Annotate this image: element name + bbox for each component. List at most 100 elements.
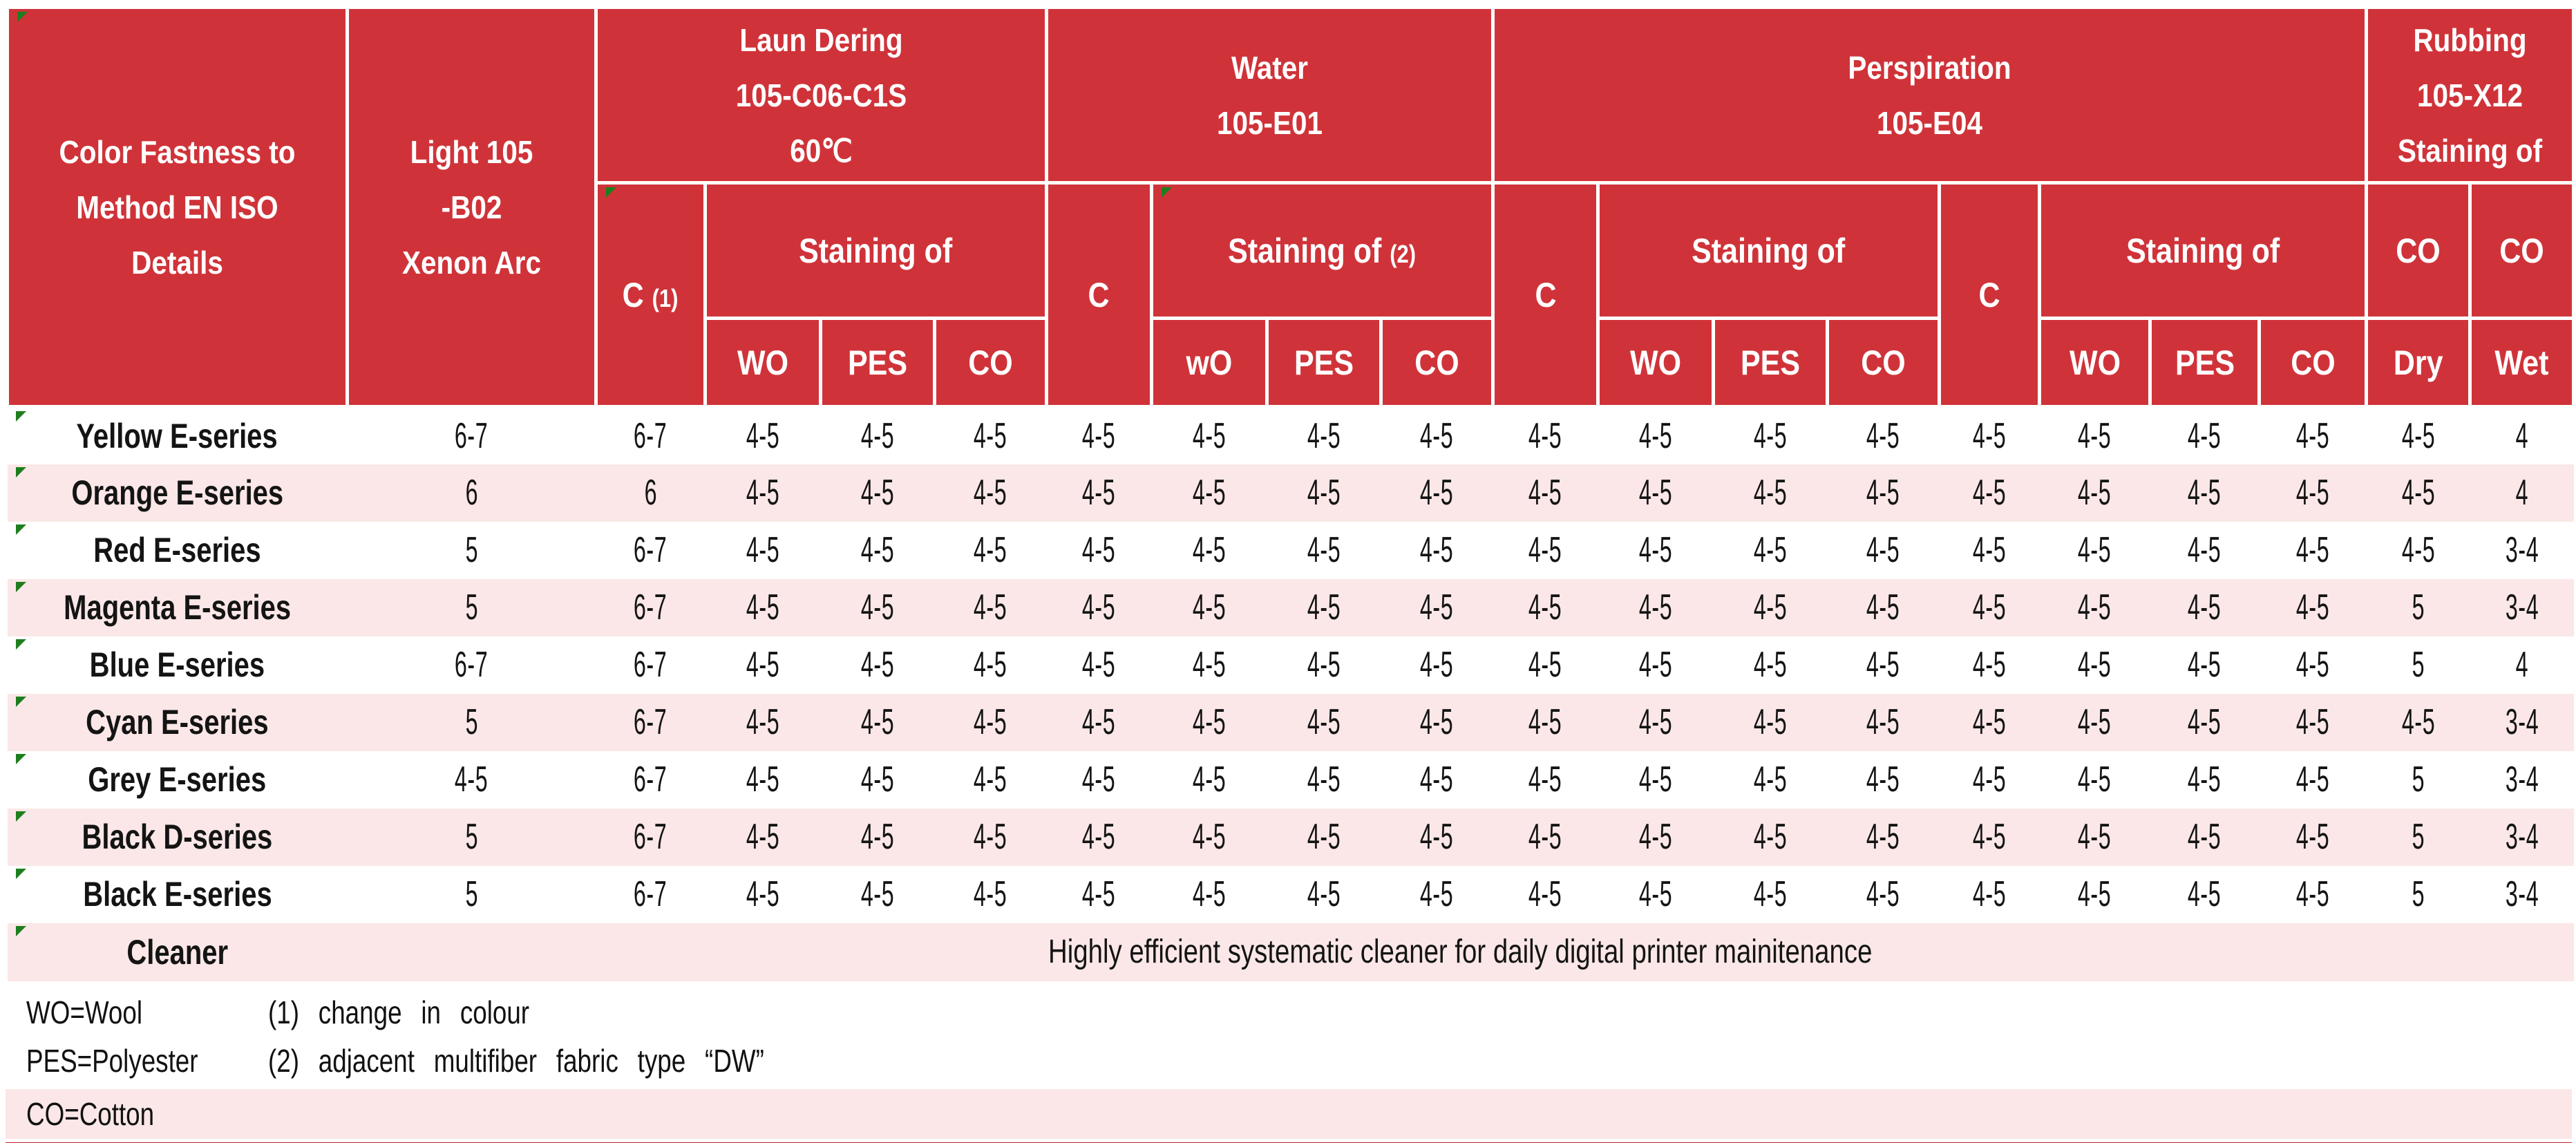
cell-value: 4-5	[2401, 473, 2435, 513]
table-row: Yellow E-series 6-7 6-7 4-5 4-5 4-5 4-5 4-5 4-5 4…	[7, 406, 2574, 464]
cell-value: 4-5	[1528, 587, 1562, 627]
row-label: Grey E-series	[8, 751, 348, 809]
cell-value: 4-5	[1972, 759, 2007, 800]
cell-value: 4-5	[2188, 645, 2222, 685]
cell-value: 4-5	[1307, 702, 1341, 742]
cell-value: 4-5	[1528, 759, 1562, 800]
cell-value: 4-5	[1192, 874, 1227, 914]
cell-value: 4-5	[1192, 702, 1227, 742]
cell-value: 4-5	[746, 645, 780, 685]
row-label: Yellow E-series	[8, 407, 348, 464]
cell-value: 4-5	[2295, 817, 2330, 857]
cell-value: 4-5	[2188, 817, 2222, 857]
cell-value: 4-5	[2078, 416, 2112, 457]
subheader-rubbing-dry: Dry	[2365, 317, 2472, 408]
subheader-perspiration1-wo: WO	[1596, 317, 1716, 408]
cell-value: 4	[2515, 645, 2528, 685]
cell-value: 4-5	[1528, 817, 1562, 857]
table-row: Black D-series 5 6-7 4-5 4-5 4-5 4-5 4-5 4-5 4-5 4…	[7, 808, 2574, 866]
header-perspiration2-c: C	[1938, 181, 2042, 408]
cell-value: 4-5	[1972, 530, 2007, 570]
cell-value: 4-5	[1420, 702, 1454, 742]
cell-value: 4-5	[1420, 473, 1454, 513]
cell-value: 5	[2412, 587, 2425, 627]
cell-value: 4-5	[1528, 473, 1562, 513]
subheader-rubbing-wet: Wet	[2468, 317, 2576, 408]
cell-value: 4-5	[1972, 817, 2007, 857]
table-row: Orange E-series 6 6 4-5 4-5 4-5 4-5 4-5 4-5 4-5 4-…	[7, 464, 2574, 522]
cell-value: 6-7	[634, 702, 667, 742]
header-perspiration1-staining: Staining of	[1596, 181, 1942, 320]
cell-value: 4-5	[974, 702, 1007, 742]
cell-value: 4-5	[2078, 702, 2112, 742]
cell-value: 4-5	[1972, 645, 2007, 685]
cell-value: 4-5	[1638, 702, 1673, 742]
cell-value: 4-5	[1082, 530, 1116, 570]
abbr-polyester: PES=Polyester	[26, 1042, 198, 1079]
cell-value: 4-5	[1307, 759, 1341, 800]
table-row: Grey E-series 4-5 6-7 4-5 4-5 4-5 4-5 4-5 4-5 4-5…	[7, 750, 2574, 809]
cell-value: 4-5	[746, 874, 780, 914]
cell-value: 4-5	[1082, 817, 1116, 857]
cell-value: 5	[465, 817, 478, 857]
cell-value: 4-5	[1866, 874, 1900, 914]
cell-value: 4-5	[1420, 416, 1454, 457]
cell-value: 4-5	[1753, 530, 1788, 570]
cell-value: 4-5	[2188, 702, 2222, 742]
header-water-staining: Staining of (2)	[1150, 181, 1495, 320]
header-row-sub: WO PES CO wO PES CO WO PES CO WO PES CO …	[8, 317, 2576, 408]
cell-value: 4-5	[974, 416, 1007, 457]
abbr-wool: WO=Wool	[26, 994, 143, 1030]
cell-value: 4-5	[2295, 473, 2330, 513]
cell-value: 4-5	[1420, 817, 1454, 857]
cell-value: 4-5	[974, 817, 1007, 857]
cell-value: 4-5	[2078, 874, 2112, 914]
subheader-laundering-wo: WO	[703, 317, 822, 408]
header-laundering-c: C (1)	[594, 181, 707, 408]
cell-value: 4-5	[860, 473, 895, 513]
bottom-red-bar	[6, 1142, 2572, 1143]
cell-value: 4-5	[1192, 473, 1227, 513]
row-label: Cyan E-series	[8, 694, 348, 751]
cell-value: 3-4	[2505, 759, 2539, 800]
cell-value: 5	[2412, 759, 2425, 800]
cell-value: 4-5	[746, 416, 780, 457]
row-label: Blue E-series	[8, 636, 348, 694]
table-row: Red E-series 5 6-7 4-5 4-5 4-5 4-5 4-5 4-5 4-5 4-5…	[7, 521, 2574, 579]
cell-value: 4-5	[2401, 530, 2435, 570]
cell-value: 6-7	[455, 416, 489, 457]
row-label: Black D-series	[8, 809, 348, 866]
table-body: Yellow E-series 6-7 6-7 4-5 4-5 4-5 4-5 4-5 4-5 4…	[7, 406, 2574, 981]
cell-value: 4-5	[1638, 759, 1673, 800]
cell-value: 6-7	[634, 530, 667, 570]
cell-value: 3-4	[2505, 587, 2539, 627]
cell-value: 4-5	[455, 759, 489, 800]
cell-value: 4-5	[974, 530, 1007, 570]
cell-value: 4-5	[1420, 587, 1454, 627]
color-fastness-table: Color Fastness to Method EN ISO Details …	[6, 6, 2576, 981]
header-perspiration1-c: C	[1491, 181, 1600, 408]
cell-value: 4-5	[2188, 530, 2222, 570]
cell-value: 5	[465, 530, 478, 570]
cell-value: 4-5	[2188, 587, 2222, 627]
cell-value: 4-5	[2401, 416, 2435, 457]
header-row-groups: Color Fastness to Method EN ISO Details …	[6, 6, 2576, 408]
cell-value: 4-5	[860, 645, 895, 685]
header-water-c: C	[1045, 181, 1154, 408]
cell-value: 4-5	[1753, 587, 1788, 627]
cell-value: 6-7	[634, 817, 667, 857]
cell-value: 4-5	[2078, 587, 2112, 627]
cell-value: 4-5	[1866, 587, 1900, 627]
subheader-perspiration2-co: CO	[2257, 317, 2369, 408]
cell-value: 4-5	[1307, 874, 1341, 914]
cell-value: 4-5	[1753, 759, 1788, 800]
cell-value: 4-5	[1307, 530, 1341, 570]
subheader-water-wo: wO	[1150, 317, 1269, 408]
cell-value: 6	[465, 473, 478, 513]
cell-value: 4-5	[2188, 416, 2222, 457]
cell-value: 4-5	[1753, 702, 1788, 742]
cell-value: 3-4	[2505, 530, 2539, 570]
footnote-2: (2) adjacent multifiber fabric type “DW”	[268, 1042, 764, 1079]
cell-value: 4-5	[2295, 416, 2330, 457]
cell-value: 6-7	[455, 645, 489, 685]
